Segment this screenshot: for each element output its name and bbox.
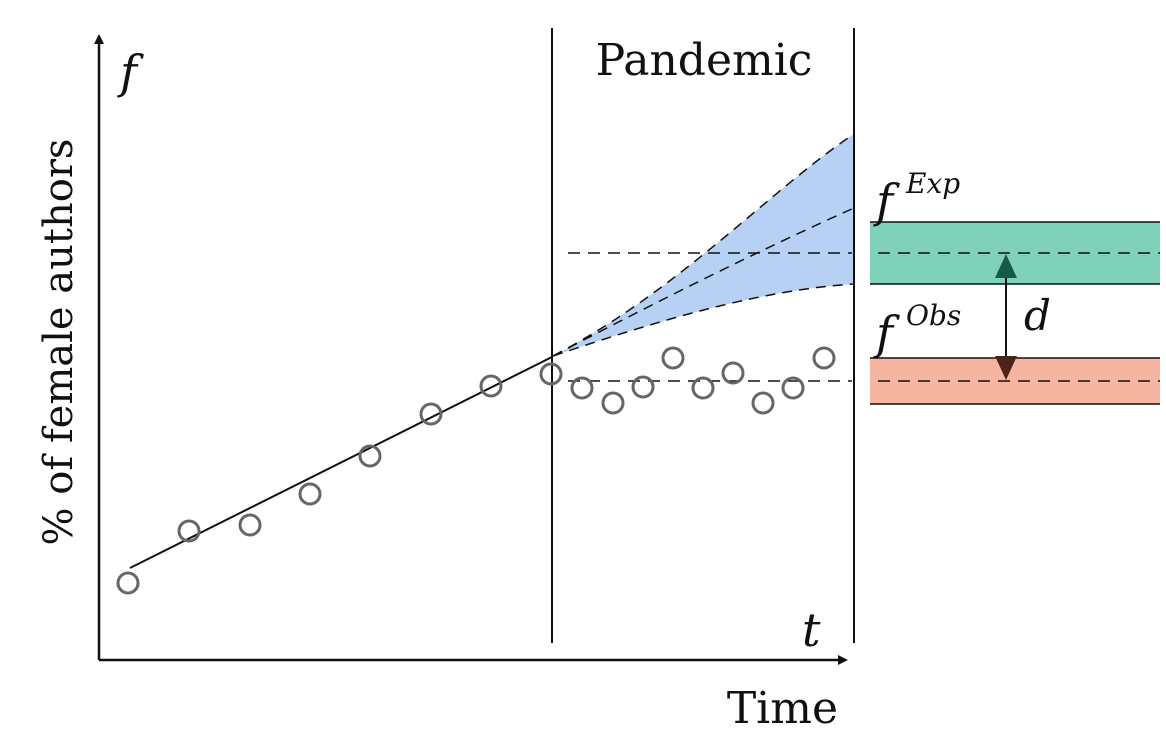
data-point: [238, 513, 262, 537]
data-point: [812, 346, 836, 370]
forecast-upper-line: [552, 133, 855, 357]
forecast-cone: [553, 134, 854, 356]
forecast-lower-line: [552, 283, 855, 357]
x-axis-label: Time: [727, 683, 838, 734]
data-points: [116, 346, 836, 595]
distance-arrow: [995, 254, 1017, 380]
y-variable-label: f: [117, 45, 144, 99]
data-point: [661, 346, 685, 370]
data-point: [358, 444, 382, 468]
observed-band-fill: [870, 358, 1160, 404]
observed-symbol: f: [873, 306, 900, 360]
data-point: [781, 376, 805, 400]
distance-label: d: [1024, 291, 1051, 340]
data-point: [479, 374, 503, 398]
distance-arrow-head-down: [995, 356, 1017, 380]
observed-band: [870, 357, 1160, 405]
data-point: [691, 376, 715, 400]
data-point: [601, 391, 625, 415]
data-point: [419, 402, 443, 426]
data-point: [298, 482, 322, 506]
data-point: [177, 519, 201, 543]
observed-superscript: Obs: [906, 299, 961, 332]
data-point: [116, 571, 140, 595]
data-point: [539, 362, 563, 386]
y-axis-label: % of female authors: [36, 139, 82, 546]
x-variable-label: t: [802, 603, 821, 657]
forecast-middle-line: [552, 207, 855, 357]
trend-line: [129, 356, 553, 569]
expected-superscript: Exp: [905, 167, 960, 200]
pandemic-label: Pandemic: [596, 35, 813, 86]
data-point: [751, 391, 775, 415]
data-point: [570, 376, 594, 400]
data-point: [721, 361, 745, 385]
distance-arrow-head-up: [995, 254, 1017, 278]
expected-symbol: f: [873, 174, 900, 228]
data-point: [631, 375, 655, 399]
